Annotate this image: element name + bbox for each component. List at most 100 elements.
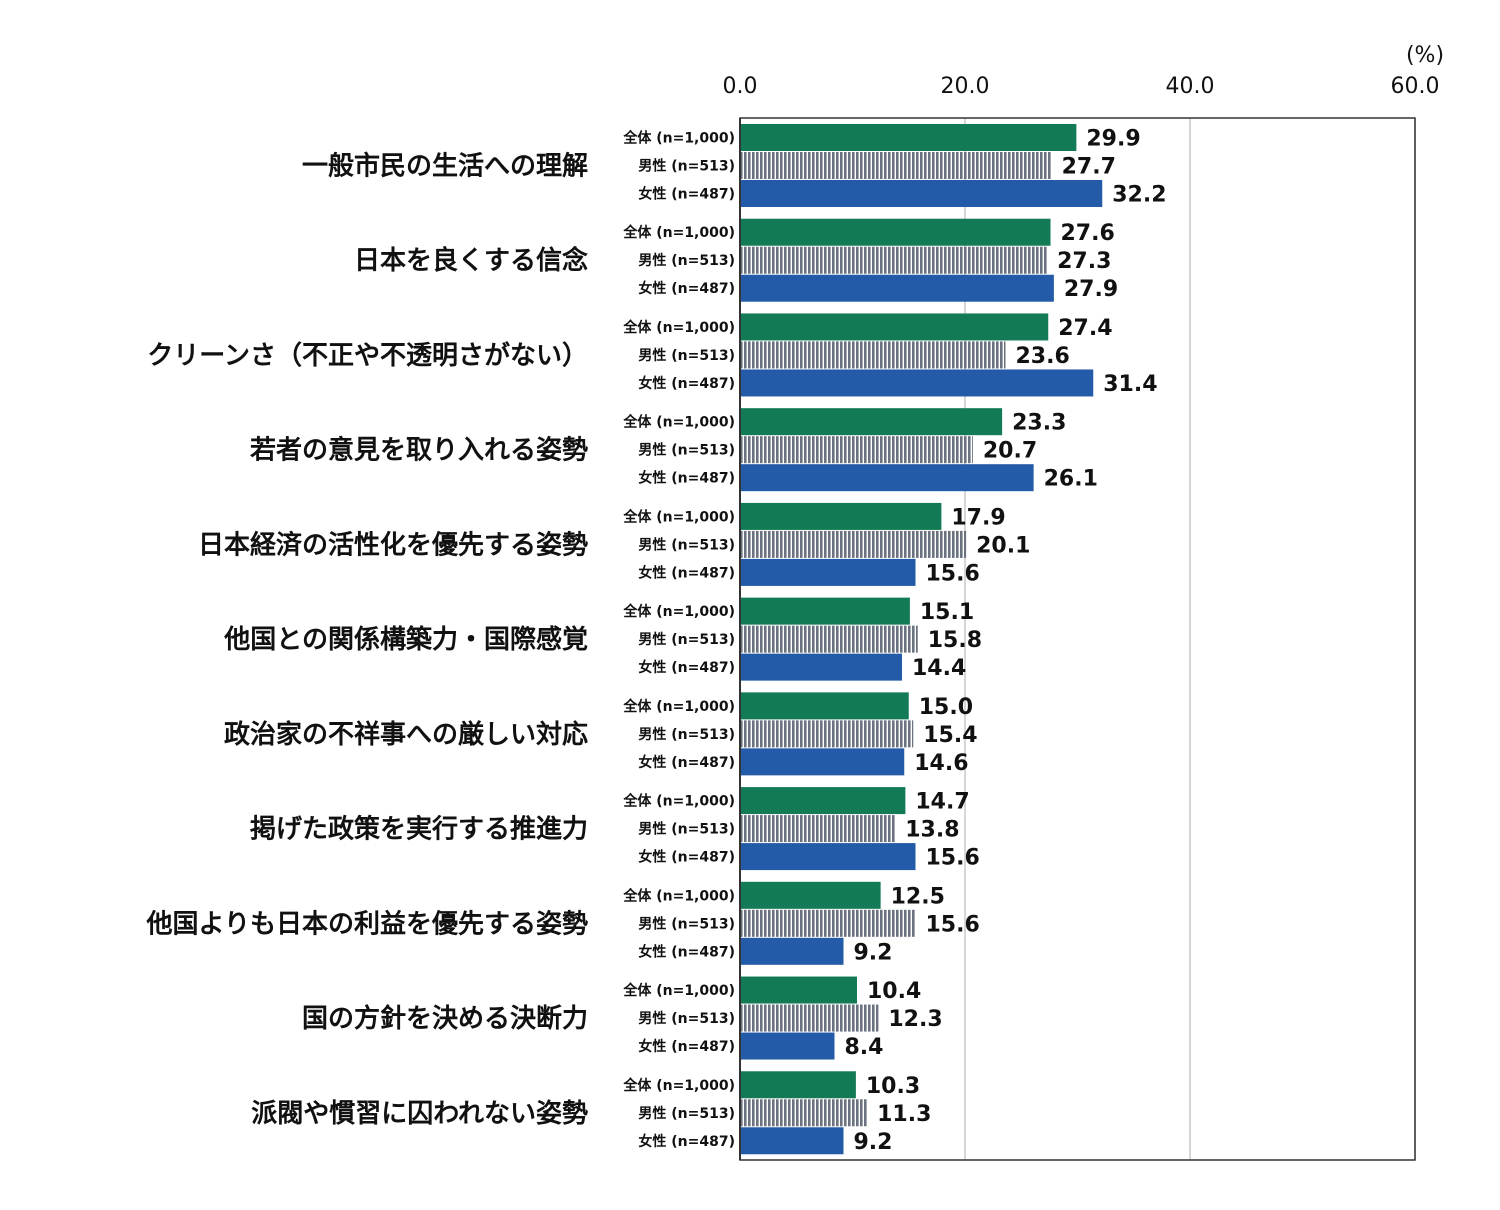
unit-label: (%) — [1406, 43, 1444, 68]
category-label: 日本経済の活性化を優先する姿勢 — [198, 529, 588, 560]
bar — [740, 1099, 868, 1127]
data-label: 27.7 — [1062, 155, 1116, 180]
x-tick-label: 40.0 — [1166, 74, 1215, 99]
series-label: 男性 (n=513) — [638, 726, 735, 743]
data-label: 11.3 — [877, 1102, 931, 1127]
data-label: 15.6 — [926, 846, 980, 871]
data-label: 9.2 — [854, 1130, 893, 1155]
data-label: 15.0 — [919, 695, 973, 720]
bar — [740, 653, 902, 681]
bar — [740, 1004, 879, 1032]
data-label: 15.6 — [926, 561, 980, 586]
bar — [740, 246, 1048, 274]
data-label: 27.9 — [1064, 277, 1118, 302]
category-label: 掲げた政策を実行する推進力 — [250, 814, 588, 845]
data-label: 12.3 — [888, 1007, 942, 1032]
series-label: 男性 (n=513) — [638, 252, 735, 269]
data-label: 26.1 — [1044, 467, 1098, 492]
data-label: 15.6 — [926, 912, 980, 937]
series-label: 全体 (n=1,000) — [622, 130, 735, 147]
data-label: 15.1 — [920, 600, 974, 625]
series-label: 全体 (n=1,000) — [622, 319, 735, 336]
bar — [740, 720, 914, 748]
x-tick-label: 20.0 — [941, 74, 990, 99]
bar — [740, 274, 1054, 302]
series-label: 全体 (n=1,000) — [622, 793, 735, 810]
series-label: 女性 (n=487) — [638, 1133, 735, 1150]
series-label: 全体 (n=1,000) — [622, 603, 735, 620]
data-label: 20.1 — [976, 533, 1030, 558]
bar — [740, 625, 918, 653]
category-label: 他国よりも日本の利益を優先する姿勢 — [146, 909, 588, 939]
bar — [740, 1127, 844, 1155]
series-label: 全体 (n=1,000) — [622, 982, 735, 999]
bar — [740, 502, 942, 530]
series-label: 男性 (n=513) — [638, 915, 735, 932]
series-label: 全体 (n=1,000) — [622, 224, 735, 241]
bar — [740, 937, 844, 965]
category-label: 日本を良くする信念 — [354, 245, 588, 276]
data-label: 31.4 — [1103, 372, 1157, 397]
bar — [740, 881, 881, 909]
bar — [740, 124, 1077, 151]
series-label: 男性 (n=513) — [638, 536, 735, 553]
bar — [740, 558, 916, 586]
bar — [740, 597, 910, 625]
bar — [740, 692, 909, 720]
bar — [740, 464, 1034, 492]
series-label: 女性 (n=487) — [638, 1038, 735, 1055]
series-label: 全体 (n=1,000) — [622, 698, 735, 715]
series-label: 男性 (n=513) — [638, 1010, 735, 1027]
series-label: 男性 (n=513) — [638, 158, 735, 175]
series-label: 全体 (n=1,000) — [622, 508, 735, 525]
bar — [740, 408, 1003, 436]
bar — [740, 909, 916, 937]
series-label: 女性 (n=487) — [638, 659, 735, 676]
series-label: 女性 (n=487) — [638, 470, 735, 487]
category-label: 他国との関係構築力・国際感覚 — [223, 624, 588, 655]
data-label: 9.2 — [854, 940, 893, 965]
series-label: 男性 (n=513) — [638, 1105, 735, 1122]
data-label: 10.3 — [866, 1074, 920, 1099]
series-label: 女性 (n=487) — [638, 754, 735, 771]
series-label: 女性 (n=487) — [638, 849, 735, 866]
bar — [740, 436, 973, 464]
bar — [740, 787, 906, 815]
series-label: 女性 (n=487) — [638, 375, 735, 392]
data-label: 10.4 — [867, 979, 921, 1004]
bar — [740, 1071, 856, 1099]
bar — [740, 369, 1094, 397]
series-label: 男性 (n=513) — [638, 442, 735, 459]
data-label: 23.6 — [1016, 344, 1070, 369]
data-label: 20.7 — [983, 439, 1037, 464]
series-label: 全体 (n=1,000) — [622, 887, 735, 904]
series-label: 女性 (n=487) — [638, 186, 735, 203]
data-label: 14.4 — [912, 656, 966, 681]
series-label: 全体 (n=1,000) — [622, 1077, 735, 1094]
data-label: 17.9 — [951, 505, 1005, 530]
data-label: 27.3 — [1057, 249, 1111, 274]
data-label: 27.6 — [1061, 221, 1115, 246]
category-label: 政治家の不祥事への厳しい対応 — [224, 719, 588, 750]
data-label: 23.3 — [1012, 411, 1066, 436]
data-label: 15.8 — [928, 628, 982, 653]
bar — [740, 218, 1051, 246]
bar — [740, 530, 967, 558]
bar — [740, 815, 896, 843]
data-label: 13.8 — [905, 818, 959, 843]
series-label: 全体 (n=1,000) — [622, 414, 735, 431]
series-label: 男性 (n=513) — [638, 821, 735, 838]
category-label: 若者の意見を取り入れる姿勢 — [250, 435, 588, 466]
bar — [740, 748, 905, 776]
series-label: 男性 (n=513) — [638, 347, 735, 364]
data-label: 14.7 — [915, 790, 969, 815]
bar — [740, 341, 1006, 369]
bar — [740, 843, 916, 871]
category-label: 一般市民の生活への理解 — [302, 151, 588, 182]
series-label: 男性 (n=513) — [638, 631, 735, 648]
series-label: 女性 (n=487) — [638, 564, 735, 581]
data-label: 32.2 — [1112, 183, 1166, 208]
series-label: 女性 (n=487) — [638, 943, 735, 960]
category-label: 国の方針を決める決断力 — [302, 1003, 588, 1034]
